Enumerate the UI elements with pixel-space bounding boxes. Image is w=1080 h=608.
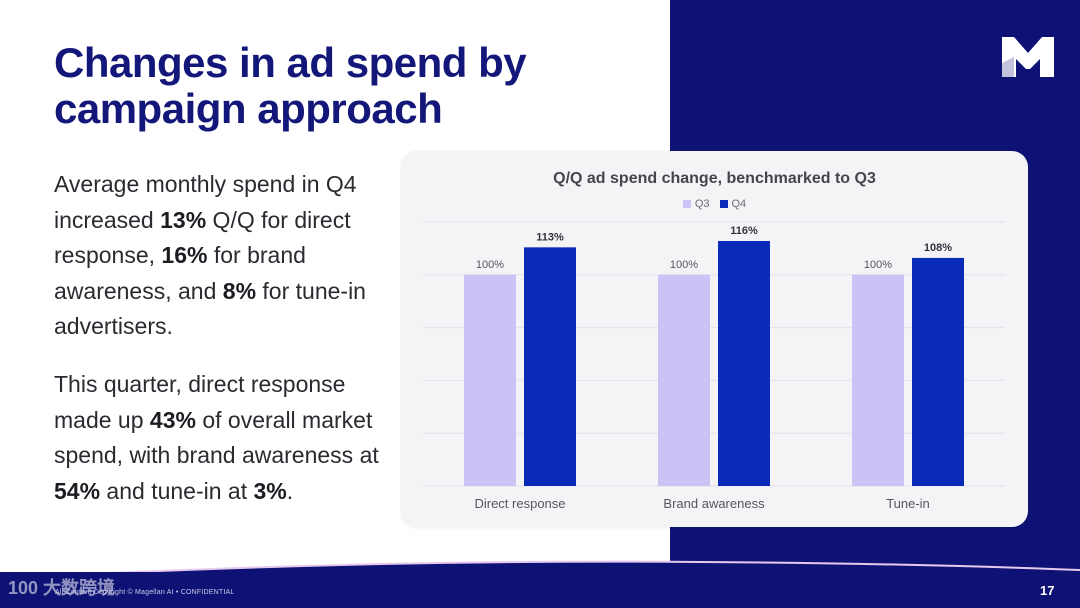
data-label: 108% (924, 242, 952, 254)
x-tick-label: Direct response (474, 496, 565, 511)
bar-q4-direct-response (524, 247, 576, 486)
legend-label-q4: Q4 (731, 198, 747, 210)
bar-q3-brand-awareness (658, 274, 710, 486)
p1-run-3: 16% (161, 242, 208, 268)
p2-run-5: 3% (253, 477, 287, 504)
bottom-band (0, 572, 1080, 608)
data-label: 113% (536, 231, 564, 243)
p2-run-4: and tune-in at (100, 477, 254, 504)
p1-run-1: 13% (160, 206, 207, 233)
p1-run-0: Average monthly spend in Q4 increased (54, 171, 357, 233)
p2-run-6: . (286, 477, 294, 504)
chart-legend: Q3 Q4 (401, 198, 1028, 210)
data-label: 100% (476, 259, 504, 271)
chart-card: Q/Q ad spend change, benchmarked to Q3 Q… (401, 151, 1028, 527)
legend-label-q3: Q3 (694, 198, 710, 210)
bar-q4-tune-in (912, 257, 964, 486)
bar-q3-tune-in (852, 274, 904, 486)
legend-swatch-q4 (719, 200, 728, 208)
p1-run-4: for brand awareness, and (54, 242, 306, 304)
p1-run-2: Q/Q for direct response, (54, 206, 351, 269)
watermark-text: 100 大数跨境 (8, 578, 116, 598)
x-tick-label: Tune-in (886, 496, 930, 511)
bar-q4-brand-awareness (718, 241, 770, 486)
p2-run-0: This quarter, direct response made up (54, 371, 346, 433)
slide-title-line-2: campaign approach (54, 85, 443, 132)
p1-run-6: for tune-in advertisers. (54, 277, 366, 340)
x-tick-label: Brand awareness (663, 496, 765, 511)
legend-item-q3: Q3 (682, 198, 710, 210)
body-paragraph-1: Average monthly spend in Q4 increased 13… (54, 167, 384, 345)
bar-chart: 100% 113% Direct response 100% 116% Brand awa… (423, 221, 1005, 511)
body-paragraph-2: This quarter, direct response made up 43… (54, 367, 384, 509)
slide-title-line-1: Changes in ad spend by (54, 39, 527, 86)
bar-q3-direct-response (464, 274, 516, 486)
slide-title: Changes in ad spend by campaign approach (54, 40, 614, 132)
p2-run-1: 43% (149, 406, 196, 433)
magellan-logo-icon (1002, 37, 1054, 77)
data-label: 100% (670, 259, 698, 271)
legend-swatch-q3 (682, 200, 691, 208)
p1-run-5: 8% (222, 277, 257, 304)
legend-item-q4: Q4 (719, 198, 747, 210)
p2-run-3: 54% (54, 477, 101, 504)
page-number: 17 (1040, 583, 1055, 598)
footer-copyright: All Content Copyright © Magellan AI • CO… (55, 589, 235, 596)
data-label: 116% (730, 225, 758, 237)
chart-title: Q/Q ad spend change, benchmarked to Q3 (553, 170, 876, 187)
data-label: 100% (864, 259, 892, 271)
p2-run-2: of overall market spend, with brand awar… (54, 406, 379, 469)
